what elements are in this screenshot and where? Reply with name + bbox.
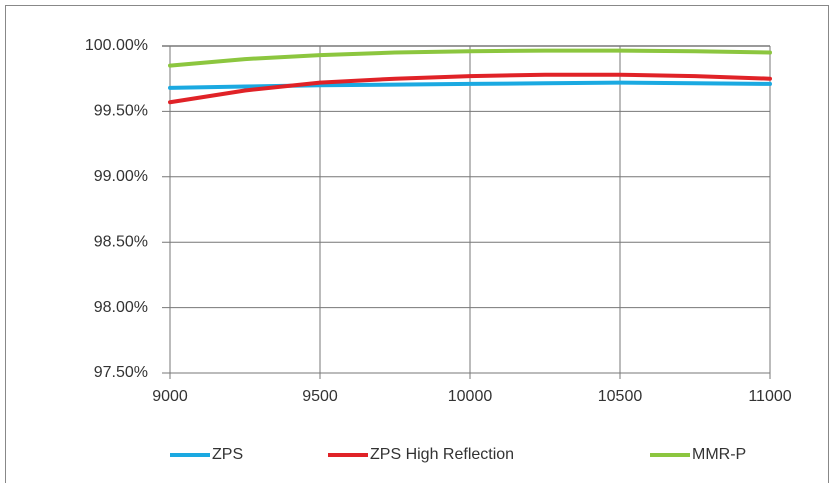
y-tick-label: 98.00%	[94, 299, 148, 316]
series-line	[168, 48, 772, 68]
y-tick-label: 97.50%	[94, 364, 148, 381]
x-tick-label: 10500	[598, 388, 643, 405]
x-tick-label: 11000	[748, 388, 791, 405]
y-tick-label: 98.50%	[94, 233, 148, 250]
y-tick-label: 100.00%	[85, 37, 148, 54]
x-tick-label: 10000	[448, 388, 493, 405]
legend-label: ZPS High Reflection	[370, 446, 514, 463]
legend-label: MMR-P	[692, 446, 746, 463]
x-tick-label: 9500	[302, 388, 338, 405]
legend-label: ZPS	[212, 446, 243, 463]
y-tick-label: 99.50%	[94, 103, 148, 120]
series-line	[168, 72, 772, 105]
frame	[5, 5, 829, 483]
x-tick-label: 9000	[152, 388, 188, 405]
y-tick-label: 99.00%	[94, 168, 148, 185]
